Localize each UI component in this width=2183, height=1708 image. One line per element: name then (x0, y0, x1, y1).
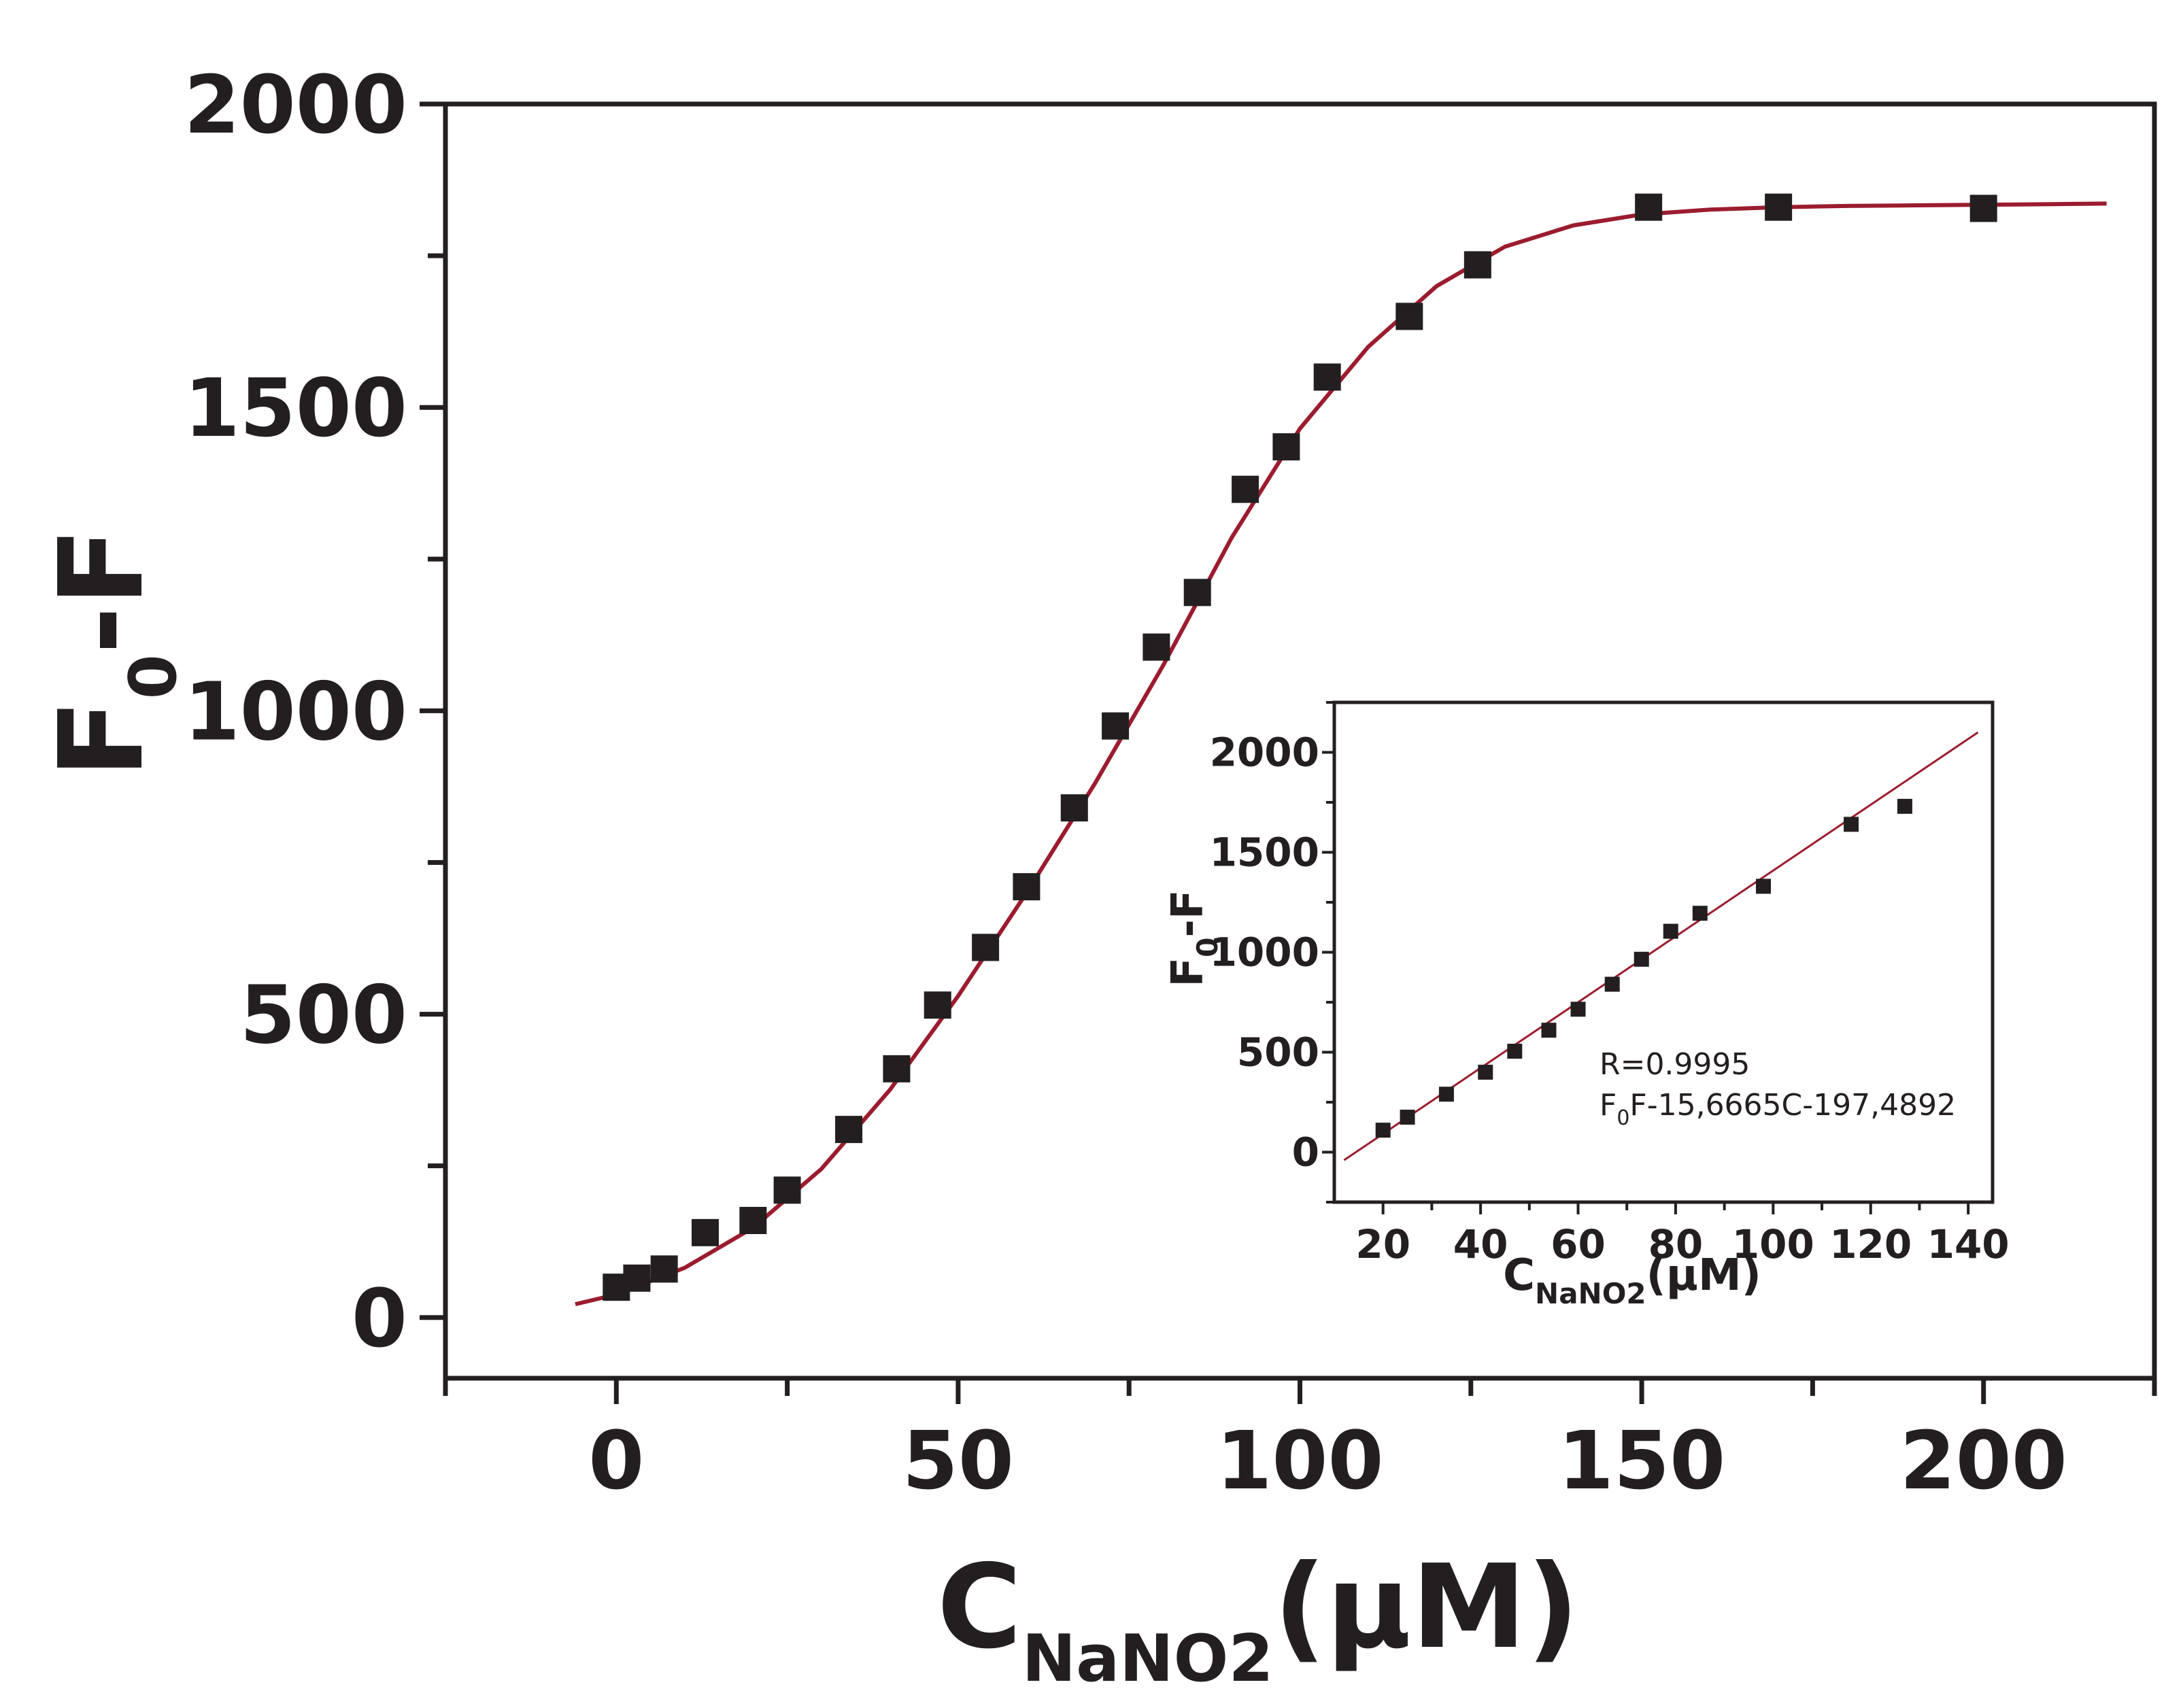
inset-r-annotation: R=0.9995 (1600, 1047, 1750, 1082)
y-tick-label: 1000 (184, 664, 407, 758)
data-point (1844, 817, 1859, 832)
x-tick-label: 60 (1551, 1221, 1606, 1267)
data-point (739, 1206, 767, 1234)
data-point (1143, 633, 1170, 661)
main-x-axis-label: CNaNO2(μM) (937, 1540, 1579, 1696)
x-tick-label: 140 (1927, 1221, 2010, 1267)
data-point (1755, 878, 1771, 894)
y-tick-label: 0 (352, 1271, 407, 1365)
data-point (1604, 976, 1620, 992)
data-point (1969, 194, 1997, 222)
main-y-label-rest: -F (35, 528, 169, 655)
y-tick-label: 1000 (1210, 929, 1319, 976)
data-point (1060, 794, 1088, 822)
x-tick-label: 50 (902, 1414, 1014, 1507)
inset-background (1334, 702, 1993, 1202)
x-tick-label: 200 (1900, 1414, 2067, 1507)
data-point (623, 1264, 651, 1292)
y-tick-label: 500 (1237, 1029, 1319, 1076)
data-point (1663, 923, 1678, 939)
x-tick-label: 150 (1558, 1414, 1725, 1507)
data-point (1438, 1087, 1454, 1102)
data-point (1395, 303, 1423, 330)
inset-eq-post: F-15,6665C-197,4892 (1629, 1088, 1956, 1123)
data-point (773, 1176, 801, 1204)
inset-eq-sub: 0 (1617, 1106, 1629, 1130)
data-point (1478, 1064, 1493, 1080)
y-tick-label: 2000 (1210, 730, 1319, 776)
main-y-axis-label: F0-F (35, 528, 191, 779)
inset-y-axis-label: F0-F (1163, 889, 1224, 987)
x-tick-label: 20 (1355, 1221, 1410, 1267)
data-point (1897, 798, 1912, 814)
data-point (835, 1116, 863, 1144)
inset-axis-ticks: 20 40 60 80 100 120 140 0 500 1000 1500 2000 (1210, 701, 2010, 1267)
y-tick-label: 500 (240, 968, 407, 1062)
inset-plot: 20 40 60 80 100 120 140 0 500 1000 1500 2000 R=0.99… (1163, 700, 2010, 1310)
data-point (1635, 193, 1663, 221)
inset-x-axis-label: CNaNO2(μM) (1503, 1250, 1761, 1310)
data-point (650, 1255, 678, 1283)
data-point (1313, 363, 1341, 391)
inset-eq-pre: F (1600, 1088, 1617, 1123)
y-tick-label: 1500 (184, 361, 407, 455)
data-point (1765, 193, 1793, 221)
main-x-label-main: C (937, 1540, 1022, 1675)
inset-y-label-rest: -F (1163, 889, 1213, 937)
inset-x-label-rest: (μM) (1646, 1250, 1761, 1301)
data-point (972, 934, 1000, 961)
data-point (1692, 906, 1708, 921)
inset-x-label-sub: NaNO2 (1535, 1277, 1646, 1310)
data-point (924, 991, 951, 1019)
y-tick-label: 2000 (184, 58, 407, 152)
x-tick-label: 100 (1216, 1414, 1383, 1507)
data-point (1570, 1002, 1586, 1017)
x-tick-label: 80 (1648, 1221, 1704, 1267)
data-point (1102, 712, 1130, 740)
inset-y-label-sub: 0 (1191, 938, 1224, 957)
main-y-label-sub: 0 (116, 654, 191, 699)
x-tick-label: 100 (1732, 1221, 1814, 1267)
inset-equation-annotation: F0F-15,6665C-197,4892 (1600, 1088, 1956, 1130)
inset-y-label-main: F (1163, 957, 1213, 987)
data-point (1232, 475, 1259, 503)
x-tick-label: 120 (1829, 1221, 1912, 1267)
data-point (1375, 1123, 1391, 1138)
inset-data-points (1375, 798, 1912, 1138)
y-tick-label: 1500 (1210, 830, 1319, 876)
data-point (691, 1218, 719, 1246)
main-y-label-main: F (35, 699, 169, 778)
main-x-label-sub: NaNO2 (1022, 1622, 1274, 1696)
data-point (1013, 873, 1040, 901)
data-point (1463, 251, 1491, 279)
data-point (1634, 951, 1649, 967)
x-tick-label: 0 (588, 1414, 644, 1507)
data-point (1183, 579, 1211, 607)
data-point (1541, 1023, 1557, 1038)
main-data-points (603, 193, 1997, 1301)
data-point (1507, 1044, 1523, 1059)
main-x-label-rest: (μM) (1274, 1540, 1580, 1675)
y-tick-label: 0 (1292, 1129, 1319, 1176)
x-tick-label: 40 (1453, 1221, 1508, 1267)
data-point (1272, 433, 1300, 461)
data-point (883, 1055, 911, 1082)
data-point (1400, 1110, 1415, 1125)
inset-x-label-main: C (1503, 1250, 1535, 1301)
